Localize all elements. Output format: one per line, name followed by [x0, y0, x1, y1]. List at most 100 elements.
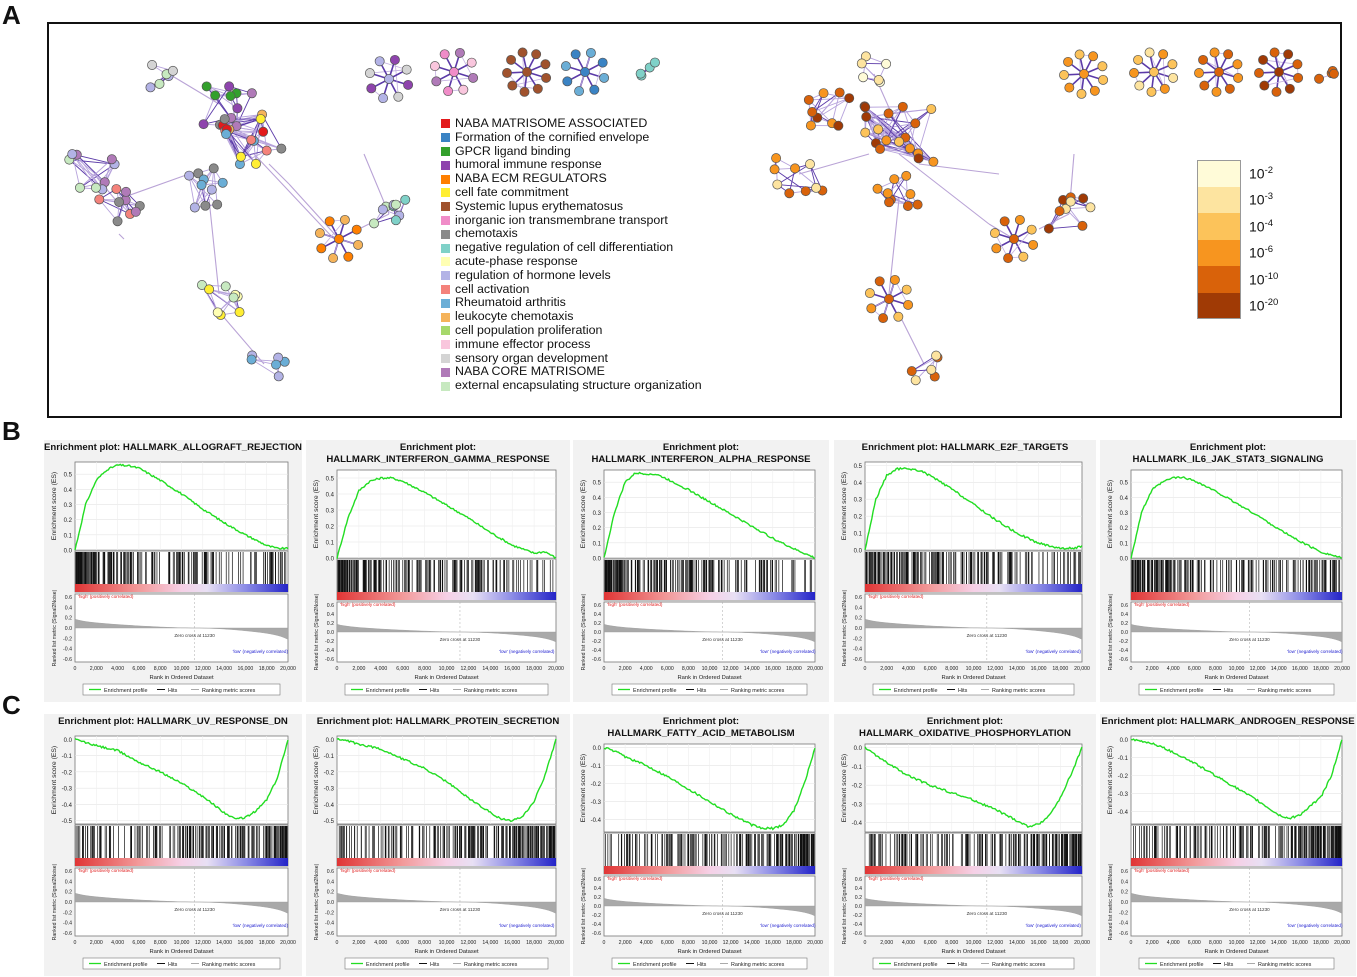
es-tick-label: 0.5 [1120, 481, 1129, 487]
zero-cross-label: Zero cross at 11230 [440, 907, 481, 912]
x-tick-label: 18,000 [1052, 940, 1068, 946]
x-tick-label: 8,000 [682, 666, 695, 672]
network-node [234, 307, 245, 318]
es-tick-label: 0.1 [593, 541, 602, 547]
network-node [1003, 253, 1014, 264]
gsea-title-line: Enrichment plot: [399, 442, 477, 453]
gsea-svg: 0.5 0.4 0.3 0.2 0.1 0.0 Enrichment score (ES) 0… [580, 469, 823, 696]
es-tick-label: 0.0 [854, 549, 863, 555]
legend-profile-label: Enrichment profile [1160, 962, 1203, 968]
network-cluster [184, 163, 228, 213]
es-axis-label: Enrichment score (ES) [580, 480, 587, 548]
x-tick-label: 18,000 [786, 940, 802, 946]
x-tick-label: 10,000 [174, 666, 190, 672]
legend-item: humoral immune response [441, 158, 702, 172]
legend-item: inorganic ion transmembrane transport [441, 213, 702, 228]
high-label: 'high' (positively correlated) [340, 868, 396, 873]
gsea-svg: 0.0 -0.1 -0.2 -0.3 -0.4 -0.5 Enrichment score … [313, 735, 564, 970]
network-edge [79, 158, 113, 189]
x-tick-label: 18,000 [1313, 666, 1329, 672]
legend-item: external encapsulating structure organiz… [441, 378, 702, 393]
network-node [67, 149, 78, 160]
network-node [635, 68, 646, 79]
es-tick-label: 0.3 [593, 511, 602, 517]
x-tick-label: 2,000 [90, 940, 103, 946]
rank-tick-label: 0.4 [855, 605, 862, 611]
x-tick-label: 14,000 [744, 940, 760, 946]
network-node [834, 87, 845, 98]
rank-tick-label: 0.4 [327, 612, 334, 618]
network-link [253, 153, 335, 240]
legend-hits-label: Hits [430, 962, 440, 968]
rank-color-bar [75, 584, 288, 592]
network-cluster [246, 350, 290, 382]
legend-swatch [441, 271, 450, 281]
legend-ranking-label: Ranking metric scores [1258, 962, 1312, 968]
ranking-metric-area [74, 618, 289, 640]
es-tick-label: -0.3 [1118, 792, 1129, 798]
legend-item: chemotaxis [441, 227, 702, 241]
legend-profile-label: Enrichment profile [633, 962, 676, 968]
network-edge [866, 116, 916, 124]
legend-label: chemotaxis [455, 226, 518, 241]
x-tick-label: 12,000 [460, 940, 476, 946]
network-node [1198, 54, 1209, 65]
es-tick-label: 0.2 [854, 515, 863, 521]
network-node [889, 174, 900, 185]
x-tick-label: 8,000 [945, 940, 958, 946]
x-tick-label: 0 [1130, 666, 1133, 672]
network-cluster [429, 47, 479, 97]
gsea-svg: 0.0 -0.1 -0.2 -0.3 -0.4 -0.5 Enrichment score … [51, 735, 296, 970]
network-cluster [1059, 49, 1109, 99]
rank-tick-label: -0.2 [325, 910, 334, 916]
es-tick-label: 0.3 [64, 503, 73, 509]
network-cluster [872, 170, 923, 211]
network-node [1258, 54, 1269, 65]
rank-tick-label: 0.0 [65, 626, 72, 632]
hits-group [605, 834, 815, 866]
scale-swatch [1197, 266, 1241, 293]
network-node [874, 276, 885, 287]
x-tick-label: 14,000 [1271, 940, 1287, 946]
network-node [903, 299, 914, 310]
es-tick-label: 0.2 [326, 525, 335, 531]
legend-label: cell activation [455, 281, 530, 296]
rank-tick-label: 0.2 [855, 616, 862, 622]
network-node [1232, 59, 1243, 70]
network-node [597, 57, 608, 68]
network-edge [1264, 77, 1299, 86]
scale-step: 10-10 [1197, 266, 1278, 293]
high-label: 'high' (positively correlated) [868, 594, 924, 599]
rank-tick-label: 0.4 [594, 886, 601, 892]
es-tick-label: -0.4 [852, 821, 863, 827]
es-profile-line [336, 737, 557, 823]
panel-letter-c: C [2, 690, 21, 720]
network-node [224, 81, 235, 92]
rank-tick-label: 0.0 [594, 904, 601, 910]
network-link [898, 153, 990, 225]
x-axis-label: Rank in Ordered Dataset [1204, 675, 1269, 681]
rank-tick-label: -0.4 [853, 922, 862, 928]
es-tick-label: 0.5 [64, 473, 73, 479]
rank-color-bar [1131, 592, 1342, 600]
network-node [897, 101, 908, 112]
es-tick-label: -0.4 [1118, 810, 1129, 816]
low-label: 'low' (negatively correlated) [233, 923, 289, 928]
network-link [208, 198, 220, 295]
legend-item: cell activation [441, 281, 702, 297]
network-node [458, 84, 469, 95]
network-node [1146, 86, 1157, 97]
legend-swatch [441, 298, 450, 308]
rank-tick-label: 0.4 [65, 879, 72, 885]
network-node [1079, 69, 1089, 79]
scale-label: 10-4 [1249, 217, 1274, 235]
network-node [1194, 68, 1204, 78]
legend-item: Formation of the cornified envelope [441, 130, 702, 145]
x-tick-label: 2,000 [880, 666, 893, 672]
rank-color-bar [604, 592, 815, 600]
legend-item: regulation of hormone levels [441, 268, 702, 283]
network-node [201, 81, 212, 92]
rank-tick-label: 0.6 [327, 603, 334, 609]
gsea-plot-e2f-targets: Enrichment plot: HALLMARK_E2F_TARGETS 0.5… [834, 440, 1096, 702]
x-tick-label: 0 [336, 666, 339, 672]
